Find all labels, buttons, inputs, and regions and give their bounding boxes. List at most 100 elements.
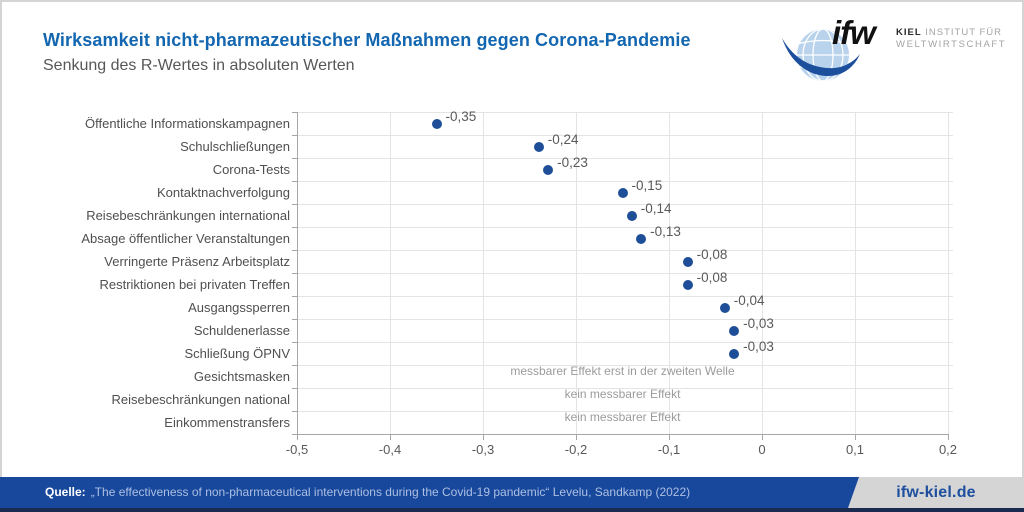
page-subtitle: Senkung des R-Wertes in absoluten Werten xyxy=(43,57,355,74)
x-axis-line xyxy=(297,434,949,435)
value-label: -0,24 xyxy=(547,132,579,147)
y-axis-tick xyxy=(292,135,297,136)
category-label: Reisebeschränkungen international xyxy=(86,208,290,223)
footer-bar: Quelle: „The effectiveness of non-pharmac… xyxy=(0,477,1024,512)
value-label: -0,13 xyxy=(650,224,681,239)
x-tick-label: -0,1 xyxy=(657,442,681,457)
y-axis-tick xyxy=(292,158,297,159)
value-label: -0,23 xyxy=(557,155,588,170)
h-gridline xyxy=(297,135,953,136)
x-axis-tick xyxy=(948,435,949,440)
ifw-kiel-logo: ifw KIEL INSTITUT FÜR WELTWIRTSCHAFT xyxy=(780,10,1020,100)
annotation: kein messbarer Effekt xyxy=(564,386,681,401)
x-axis-tick xyxy=(855,435,856,440)
y-axis-line xyxy=(297,112,298,434)
x-axis-tick xyxy=(297,435,298,440)
x-tick-label: -0,3 xyxy=(471,442,495,457)
y-axis-tick xyxy=(292,250,297,251)
h-gridline xyxy=(297,273,953,274)
source-text: „The effectiveness of non-pharmaceutical… xyxy=(90,485,691,499)
category-label: Gesichtsmasken xyxy=(193,369,290,384)
data-point xyxy=(729,348,740,359)
h-gridline xyxy=(297,411,953,412)
y-axis-tick xyxy=(292,342,297,343)
category-label: Schließung ÖPNV xyxy=(184,346,291,361)
data-point xyxy=(626,210,637,221)
value-label: -0,03 xyxy=(743,316,774,331)
value-label: -0,14 xyxy=(640,201,672,216)
data-point xyxy=(682,256,693,267)
y-axis-tick xyxy=(292,319,297,320)
x-tick-label: -0,4 xyxy=(378,442,402,457)
x-tick-label: 0 xyxy=(758,442,766,457)
value-label: -0,08 xyxy=(696,270,728,285)
h-gridline xyxy=(297,388,953,389)
website-link[interactable]: ifw-kiel.de xyxy=(896,484,976,501)
v-gridline xyxy=(669,112,670,434)
h-gridline xyxy=(297,365,953,366)
globe-icon xyxy=(782,29,860,81)
h-gridline xyxy=(297,342,953,343)
x-tick-label: -0,5 xyxy=(285,442,309,457)
v-gridline xyxy=(390,112,391,434)
annotation: kein messbarer Effekt xyxy=(564,409,681,424)
y-axis-tick xyxy=(292,365,297,366)
category-label: Verringerte Präsenz Arbeitsplatz xyxy=(104,254,290,269)
value-label: -0,08 xyxy=(696,247,728,262)
h-gridline xyxy=(297,296,953,297)
x-tick-label: -0,2 xyxy=(564,442,588,457)
y-axis-tick xyxy=(292,112,297,113)
x-axis-tick xyxy=(762,435,763,440)
x-axis-tick xyxy=(669,435,670,440)
data-point xyxy=(719,302,730,313)
value-label: -0,04 xyxy=(733,293,765,308)
page-title: Wirksamkeit nicht-pharmazeutischer Maßna… xyxy=(43,30,691,50)
x-axis-tick xyxy=(576,435,577,440)
logo-institute-line2: WELTWIRTSCHAFT xyxy=(896,39,1007,50)
value-label: -0,35 xyxy=(445,109,477,124)
y-axis-tick xyxy=(292,204,297,205)
y-axis-tick xyxy=(292,296,297,297)
swoosh-icon xyxy=(782,38,860,76)
bottom-edge-strip xyxy=(0,508,1024,512)
v-gridline xyxy=(948,112,949,434)
category-label: Einkommenstransfers xyxy=(164,415,290,430)
data-point xyxy=(617,187,628,198)
v-gridline xyxy=(576,112,577,434)
x-tick-label: 0,1 xyxy=(845,442,865,457)
y-axis-tick xyxy=(292,434,297,435)
website-tab: ifw-kiel.de xyxy=(848,477,1024,508)
y-axis-tick xyxy=(292,411,297,412)
h-gridline xyxy=(297,250,953,251)
x-tick-label: 0,2 xyxy=(938,442,958,457)
source-citation: Quelle: „The effectiveness of non-pharmac… xyxy=(45,477,690,508)
category-label: Ausgangssperren xyxy=(188,300,290,315)
category-label: Absage öffentlicher Veranstaltungen xyxy=(81,231,290,246)
category-label: Schuldenerlasse xyxy=(193,323,290,338)
v-gridline xyxy=(855,112,856,434)
annotation: messbarer Effekt erst in der zweiten Wel… xyxy=(510,363,735,378)
y-axis-tick xyxy=(292,273,297,274)
category-label: Reisebeschränkungen national xyxy=(111,392,290,407)
logo-institute-line1: KIEL INSTITUT FÜR xyxy=(896,27,1003,38)
v-gridline xyxy=(762,112,763,434)
data-point xyxy=(729,325,740,336)
h-gridline xyxy=(297,112,953,113)
plot-area: -0,5 -0,4 -0,3 -0,2 -0,1 0 0,1 0,2 -0,35 -0,24 -0,… xyxy=(286,109,957,457)
v-gridline xyxy=(483,112,484,434)
category-label: Schulschließungen xyxy=(180,139,290,154)
value-label: -0,15 xyxy=(631,178,663,193)
x-axis-tick xyxy=(483,435,484,440)
data-point xyxy=(682,279,693,290)
y-axis-tick xyxy=(292,227,297,228)
h-gridline xyxy=(297,319,953,320)
h-gridline xyxy=(297,227,953,228)
category-label: Öffentliche Informationskampagnen xyxy=(85,116,290,131)
data-point xyxy=(636,233,647,244)
data-point xyxy=(533,141,544,152)
logo-wordmark: ifw xyxy=(832,14,876,51)
value-label: -0,03 xyxy=(743,339,774,354)
category-label: Kontaktnachverfolgung xyxy=(157,185,290,200)
h-gridline xyxy=(297,158,953,159)
